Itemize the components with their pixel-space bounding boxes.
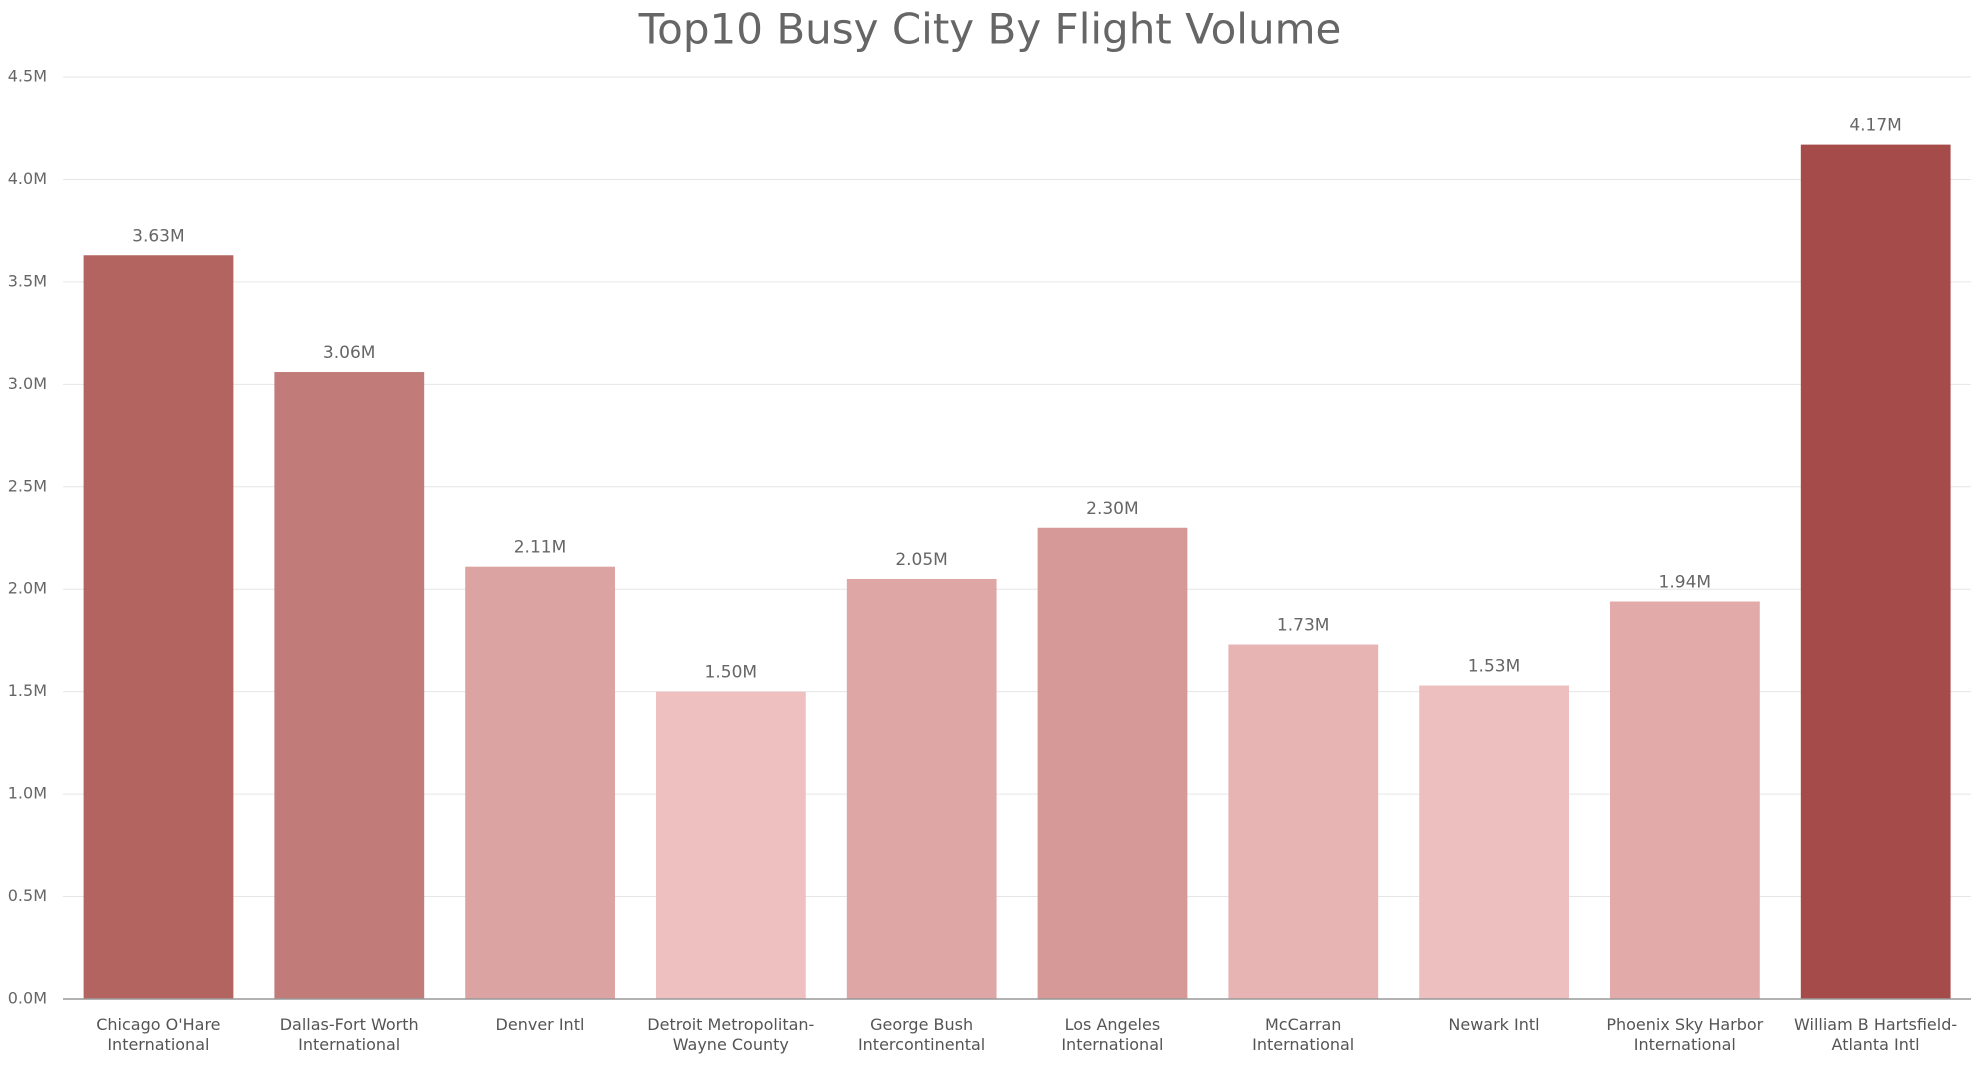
y-tick-label: 4.0M — [8, 169, 47, 188]
bar — [846, 578, 997, 999]
bar — [1228, 644, 1379, 999]
y-tick-label: 0.5M — [8, 886, 47, 905]
y-tick-label: 1.5M — [8, 681, 47, 700]
x-tick-label: Dallas-Fort Worth International — [279, 1015, 419, 1054]
bar — [656, 691, 806, 999]
bar — [1800, 144, 1951, 999]
x-tick-label: Denver Intl — [495, 1015, 585, 1034]
x-tick-label: Detroit Metropolitan-Wayne County — [647, 1015, 815, 1054]
bar — [465, 566, 615, 999]
bar — [1037, 527, 1188, 999]
y-tick-label: 2.5M — [8, 476, 47, 495]
x-tick-label: George Bush Intercontinental — [857, 1015, 986, 1054]
chart-title: Top10 Busy City By Flight Volume — [638, 5, 1342, 54]
data-label: 1.73M — [1277, 616, 1330, 636]
y-tick-label: 3.0M — [8, 374, 47, 393]
data-label: 2.05M — [895, 550, 948, 570]
x-tick-label: William B Hartsfield-Atlanta Intl — [1794, 1015, 1958, 1054]
y-tick-label: 1.0M — [8, 784, 47, 803]
y-tick-label: 4.5M — [8, 67, 47, 86]
bar — [1419, 685, 1569, 999]
data-label: 1.53M — [1468, 657, 1521, 677]
x-tick-label: Phoenix Sky Harbor International — [1606, 1015, 1764, 1054]
x-tick-label: Newark Intl — [1448, 1015, 1540, 1034]
x-tick-label: Chicago O'Hare International — [96, 1015, 221, 1054]
x-tick-label: Los Angeles International — [1061, 1015, 1164, 1054]
bar — [1610, 601, 1760, 999]
y-tick-label: 2.0M — [8, 579, 47, 598]
y-tick-label: 0.0M — [8, 989, 47, 1008]
x-tick-label: McCarran International — [1252, 1015, 1355, 1054]
data-label: 2.11M — [514, 538, 567, 558]
bar — [83, 255, 234, 1000]
data-label: 3.06M — [323, 343, 376, 363]
data-label: 1.94M — [1659, 573, 1712, 593]
y-tick-label: 3.5M — [8, 271, 47, 290]
bar — [274, 372, 425, 999]
data-label: 4.17M — [1849, 116, 1902, 136]
data-label: 2.30M — [1086, 499, 1139, 519]
data-label: 3.63M — [132, 226, 185, 246]
data-label: 1.50M — [705, 663, 758, 683]
